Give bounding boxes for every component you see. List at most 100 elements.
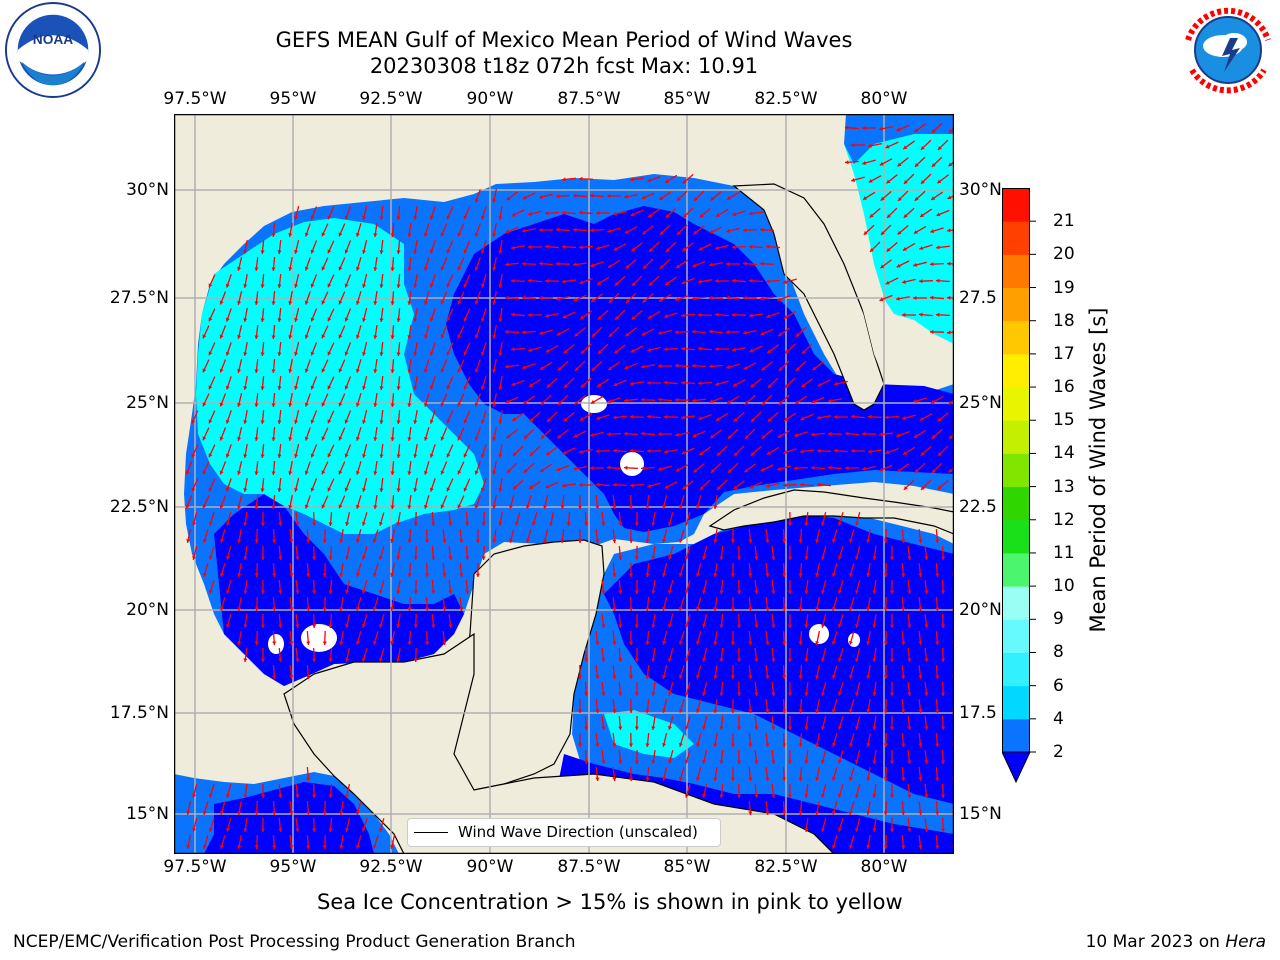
- wind-wave-arrowhead: [907, 590, 912, 594]
- wind-wave-arrowhead: [322, 641, 327, 645]
- wind-wave-arrowhead: [848, 640, 853, 645]
- wind-wave-arrowhead: [208, 283, 213, 288]
- wind-wave-arrowhead: [682, 214, 687, 218]
- legend-line: [414, 832, 448, 833]
- wind-wave-arrowhead: [630, 212, 635, 217]
- wind-wave-arrowhead: [529, 451, 534, 456]
- wind-wave-arrowhead: [676, 264, 681, 268]
- wind-wave-arrowhead: [868, 449, 872, 454]
- wind-wave-arrowhead: [889, 590, 895, 594]
- wind-wave-arrowhead: [498, 216, 503, 220]
- wind-wave-arrowhead: [344, 351, 349, 356]
- wind-wave-arrowhead: [821, 555, 826, 560]
- wind-wave-arrowhead: [191, 419, 196, 424]
- wind-wave-arrowhead: [848, 708, 853, 713]
- wind-wave-arrowhead: [784, 349, 789, 354]
- wind-wave-arrowhead: [662, 776, 667, 781]
- wind-wave-arrowhead: [595, 211, 600, 216]
- wind-wave-arrowhead: [787, 726, 793, 730]
- wind-wave-arrowhead: [697, 312, 702, 317]
- wind-wave-arrowhead: [278, 794, 283, 798]
- wind-wave-arrowhead: [463, 453, 468, 458]
- wind-wave-arrowhead: [665, 213, 670, 218]
- wind-wave-arrowhead: [833, 448, 838, 453]
- wind-wave-arrowhead: [709, 229, 714, 234]
- wind-wave-arrowhead: [557, 434, 562, 439]
- wind-wave-arrowhead: [800, 416, 805, 421]
- wind-wave-arrowhead: [821, 589, 826, 594]
- wind-wave-arrowhead: [327, 487, 332, 492]
- wind-wave-arrowhead: [924, 624, 929, 628]
- wind-wave-arrowhead: [634, 760, 639, 764]
- wind-wave-arrowhead: [743, 365, 748, 370]
- wind-wave-arrowhead: [831, 640, 836, 645]
- wind-wave-arrowhead: [338, 368, 343, 373]
- wind-wave-arrowhead: [625, 299, 630, 303]
- wind-wave-arrowhead: [295, 522, 300, 526]
- wind-wave-arrowhead: [676, 231, 681, 235]
- wind-wave-arrowhead: [306, 641, 311, 645]
- wind-wave-arrowhead: [730, 743, 735, 747]
- wind-wave-arrowhead: [759, 227, 764, 232]
- wind-wave-arrowhead: [713, 607, 718, 611]
- lat-label-left: 20°N: [126, 600, 169, 620]
- wind-wave-arrowhead: [492, 471, 497, 475]
- wind-wave-arrowhead: [362, 419, 367, 424]
- colorbar-bin: [1002, 685, 1030, 720]
- wind-wave-arrowhead: [328, 624, 333, 628]
- wind-wave-arrowhead: [373, 369, 378, 373]
- wind-wave-arrowhead: [457, 334, 462, 339]
- colorbar-tick-label: 6: [1053, 675, 1064, 696]
- wind-wave-arrowhead: [539, 330, 544, 335]
- wind-wave-arrowhead: [459, 539, 464, 543]
- wind-wave-arrowhead: [407, 539, 412, 543]
- wind-wave-arrowhead: [578, 210, 583, 215]
- wind-wave-arrowhead: [886, 179, 891, 184]
- wind-wave-arrowhead: [736, 794, 742, 798]
- wind-wave-arrowhead: [634, 556, 639, 560]
- wind-wave-arrowhead: [628, 777, 634, 781]
- wind-wave-arrowhead: [614, 349, 619, 354]
- wind-wave-arrowhead: [931, 434, 936, 439]
- wind-wave-arrowhead: [702, 760, 707, 764]
- wind-wave-arrowhead: [277, 488, 282, 492]
- lat-label-right: 15°N: [959, 804, 1002, 824]
- wind-wave-arrowhead: [912, 295, 917, 301]
- wind-wave-arrowhead: [528, 211, 532, 216]
- wind-wave-arrowhead: [691, 363, 696, 368]
- wind-wave-arrowhead: [448, 590, 453, 594]
- wind-wave-arrowhead: [684, 623, 689, 628]
- wind-wave-arrowhead: [504, 262, 509, 267]
- wind-wave-arrowhead: [901, 573, 906, 577]
- colorbar-bin: [1002, 552, 1030, 587]
- wind-wave-arrowhead: [304, 402, 309, 407]
- wind-wave-arrowhead: [831, 606, 836, 611]
- wind-wave-arrowhead: [804, 692, 809, 696]
- wind-wave-arrowhead: [948, 129, 953, 133]
- wind-wave-arrowhead: [771, 658, 776, 662]
- wind-wave-arrowhead: [577, 709, 583, 713]
- wind-wave-arrowhead: [754, 726, 759, 730]
- lon-label-bottom: 87.5°W: [557, 857, 621, 877]
- florida-east-land: [832, 114, 894, 374]
- wind-wave-arrowhead: [914, 434, 919, 438]
- wind-wave-arrowhead: [889, 828, 895, 832]
- wind-wave-arrowhead: [540, 435, 545, 439]
- wind-wave-arrowhead: [226, 827, 231, 832]
- wind-wave-arrowhead: [948, 400, 953, 405]
- wind-wave-arrowhead: [618, 624, 623, 628]
- wind-wave-arrowhead: [260, 624, 265, 628]
- wind-wave-arrowhead: [584, 760, 589, 764]
- wind-wave-arrowhead: [498, 318, 503, 322]
- wind-wave-arrowhead: [289, 811, 294, 815]
- wind-wave-arrowhead: [202, 504, 207, 509]
- wind-wave-arrowhead: [901, 641, 906, 645]
- wind-wave-arrowhead: [328, 658, 333, 662]
- wind-wave-arrowhead: [924, 556, 929, 560]
- wind-wave-arrowhead: [771, 624, 776, 628]
- wind-wave-arrowhead: [765, 573, 770, 577]
- wind-wave-arrowhead: [618, 556, 623, 560]
- wind-wave-arrowhead: [648, 213, 653, 218]
- wind-wave-arrowhead: [589, 228, 594, 233]
- wind-wave-arrowhead: [624, 229, 629, 234]
